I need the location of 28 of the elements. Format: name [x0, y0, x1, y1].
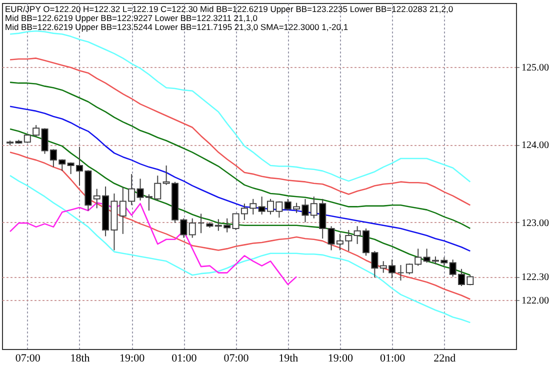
x-tick-label: 19:00 [120, 352, 146, 364]
annotation: EUR/JPY O=122.20 H=122.32 L=122.19 C=122.30 Mid BB=122.6219 Upper BB=123.2235 Lower BB=122.0283 21,2,0 [5, 4, 454, 14]
x-tick-label: 22nd [434, 352, 456, 364]
candlestick [397, 264, 404, 282]
annotation: Mid BB=122.6219 Upper BB=122.9227 Lower BB=122.3211 21,1,0 [5, 13, 258, 23]
line-series [9, 152, 471, 300]
x-tick-label: 01:00 [380, 352, 406, 364]
candlestick [188, 218, 196, 238]
y-tick-label: 122.00 [522, 296, 549, 307]
y-tick-label: 124.00 [522, 140, 549, 152]
x-tick-label: 01:00 [172, 352, 198, 364]
line-series [9, 106, 471, 252]
line-series [9, 174, 471, 324]
y-tick-label: 125.00 [522, 62, 549, 74]
line-series [9, 58, 471, 206]
line-series [9, 82, 471, 230]
line-series [9, 30, 471, 182]
x-tick-label: 07:00 [224, 352, 250, 364]
x-tick-label: 07:00 [15, 352, 41, 364]
y-tick-label: 123.00 [522, 218, 549, 229]
candlestick [198, 213, 205, 234]
x-tick-label: 19th [278, 352, 299, 364]
annotation: Mid BB=122.6219 Upper BB=123.5244 Lower BB=121.7195 21,3,0 SMA=122.3000 1,-20,1 [5, 22, 348, 32]
line-series [9, 128, 471, 276]
y-tick-label: 122.30 [522, 272, 549, 284]
line-series [9, 202, 298, 286]
x-tick-label: 19:00 [328, 352, 354, 364]
x-tick-label: 18th [70, 352, 90, 364]
